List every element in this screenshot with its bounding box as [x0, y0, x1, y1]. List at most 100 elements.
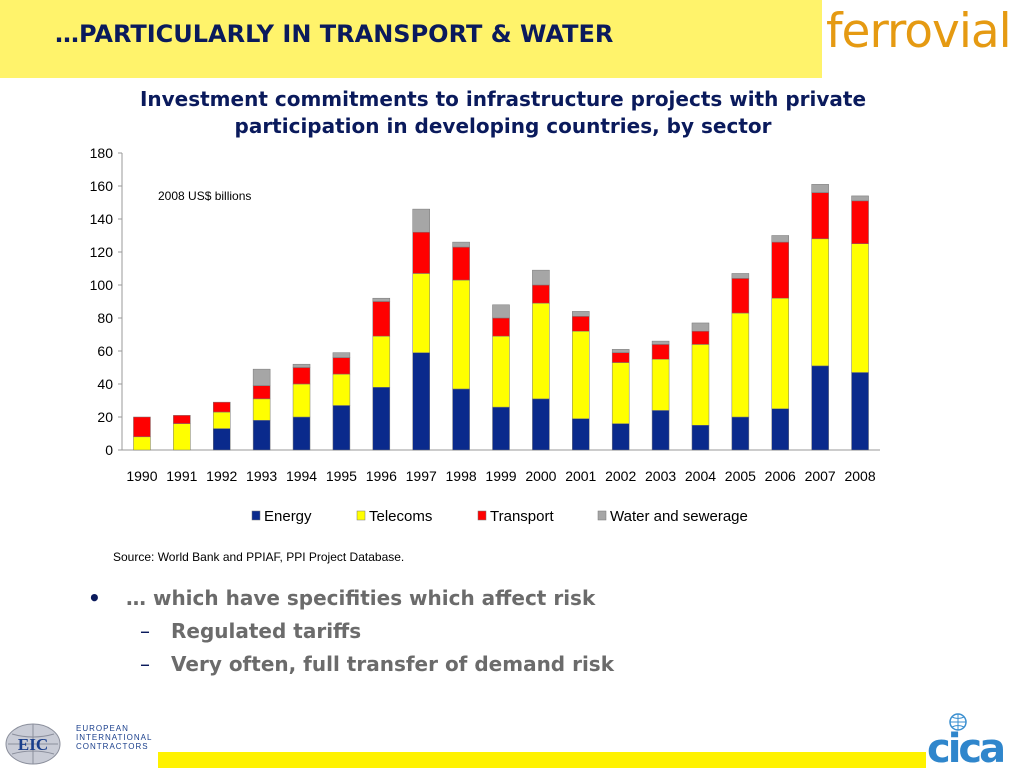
x-tick-label: 2007 — [805, 468, 836, 484]
bar-segment — [372, 335, 391, 388]
x-tick-label: 1996 — [366, 468, 397, 484]
bar-segment — [212, 428, 231, 451]
bar-segment — [252, 420, 271, 451]
x-tick-label: 2002 — [605, 468, 636, 484]
bar-segment — [133, 436, 151, 451]
bar-segment — [851, 195, 869, 202]
bar-segment — [292, 367, 311, 385]
bar-segment — [731, 273, 750, 279]
legend-label: Energy — [264, 508, 312, 525]
sub-bullet-marker: – — [140, 652, 150, 676]
legend-swatch — [356, 510, 366, 521]
y-tick-label: 120 — [90, 244, 114, 260]
eic-abbrev: EIC — [18, 735, 48, 754]
x-tick-label: 2003 — [645, 468, 676, 484]
sub-bullet: – Very often, full transfer of demand ris… — [140, 652, 614, 676]
bar-segment — [133, 416, 151, 438]
legend-swatch — [477, 510, 487, 521]
eic-line: EUROPEAN — [76, 724, 129, 733]
bar-segment — [691, 322, 710, 332]
bar-segment — [292, 383, 311, 418]
bar-segment — [492, 406, 510, 451]
x-tick-label: 1998 — [446, 468, 477, 484]
bullet-main-text: … which have specifities which affect ri… — [126, 586, 596, 610]
bar-segment — [532, 284, 550, 304]
bar-segment — [811, 184, 829, 193]
cica-logo: cica — [927, 713, 1006, 766]
bullet-main: • … which have specifities which affect r… — [88, 586, 595, 610]
bar-segment — [492, 304, 510, 319]
bar-segment — [691, 330, 710, 345]
bar-segment — [252, 385, 271, 400]
bar-segment — [731, 312, 750, 418]
bar-segment — [611, 349, 630, 353]
x-tick-label: 2005 — [725, 468, 756, 484]
x-tick-label: 1997 — [406, 468, 437, 484]
bar-segment — [452, 279, 470, 390]
bar-segment — [532, 269, 550, 286]
ferrovial-logo: ferrovial — [826, 4, 1012, 59]
bar-segment — [212, 411, 231, 429]
bar-segment — [731, 416, 750, 451]
y-tick-label: 40 — [97, 376, 113, 392]
bar-segment — [611, 352, 630, 363]
y-tick-label: 20 — [97, 409, 113, 425]
x-tick-label: 1991 — [166, 468, 197, 484]
x-tick-label: 2008 — [844, 468, 875, 484]
bar-segment — [412, 231, 430, 274]
x-tick-label: 1994 — [286, 468, 317, 484]
eic-globe-logo: EIC — [5, 723, 61, 765]
bar-segment — [572, 311, 590, 317]
bar-segment — [252, 368, 271, 386]
legend-label: Water and sewerage — [610, 508, 748, 525]
bar-segment — [252, 398, 271, 421]
y-tick-label: 60 — [97, 343, 113, 359]
legend-swatch — [251, 510, 261, 521]
x-tick-label: 1993 — [246, 468, 277, 484]
bar-segment — [771, 241, 790, 299]
bar-segment — [332, 352, 351, 358]
bar-segment — [492, 317, 510, 337]
bar-segment — [611, 362, 630, 424]
x-tick-label: 2000 — [525, 468, 556, 484]
bar-segment — [372, 387, 391, 451]
bar-segment — [173, 423, 191, 451]
bar-segment — [811, 192, 829, 240]
eic-line: INTERNATIONAL — [76, 733, 153, 742]
sub-bullet-marker: – — [140, 619, 150, 643]
x-tick-label: 2006 — [765, 468, 796, 484]
x-tick-label: 1999 — [485, 468, 516, 484]
chart-title: Investment commitments to infrastructure… — [139, 87, 867, 138]
bar-segment — [412, 273, 430, 353]
bar-segment — [691, 425, 710, 451]
header-band — [0, 0, 822, 78]
bullet-marker: • — [88, 586, 101, 610]
legend-swatch — [597, 510, 607, 521]
bar-segment — [651, 340, 670, 345]
bar-segment — [292, 363, 311, 368]
legend-label: Telecoms — [369, 508, 432, 525]
unit-note: 2008 US$ billions — [158, 189, 252, 203]
y-tick-label: 180 — [90, 145, 114, 161]
cica-wordmark: cica — [927, 726, 1003, 766]
bar-segment — [851, 243, 869, 373]
bar-segment — [572, 316, 590, 332]
y-tick-label: 100 — [90, 277, 114, 293]
bar-segment — [173, 415, 191, 424]
x-tick-label: 1995 — [326, 468, 357, 484]
bar-segment — [572, 330, 590, 419]
bar-segment — [452, 246, 470, 281]
bar-segment — [332, 373, 351, 406]
bar-segment — [651, 359, 670, 411]
bar-segment — [412, 352, 430, 451]
bar-segment — [771, 235, 790, 243]
bar-segment — [452, 388, 470, 451]
sub-bullet-text: Regulated tariffs — [171, 619, 362, 643]
bar-segment — [212, 401, 231, 413]
bar-segment — [372, 301, 391, 337]
x-tick-label: 1990 — [126, 468, 157, 484]
sub-bullet: – Regulated tariffs — [140, 619, 361, 643]
slide-title: …PARTICULARLY IN TRANSPORT & WATER — [55, 20, 614, 48]
bar-segment — [332, 357, 351, 375]
bar-segment — [532, 302, 550, 400]
